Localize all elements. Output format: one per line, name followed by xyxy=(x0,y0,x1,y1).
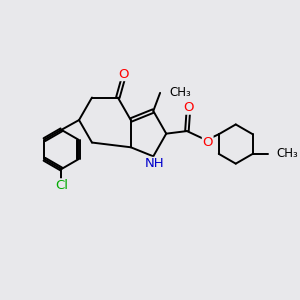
Text: Cl: Cl xyxy=(55,179,68,192)
Text: O: O xyxy=(118,68,128,80)
Text: O: O xyxy=(202,136,213,149)
Text: CH₃: CH₃ xyxy=(276,147,298,161)
Text: CH₃: CH₃ xyxy=(169,86,191,99)
Text: O: O xyxy=(183,101,194,114)
Text: NH: NH xyxy=(145,158,164,170)
